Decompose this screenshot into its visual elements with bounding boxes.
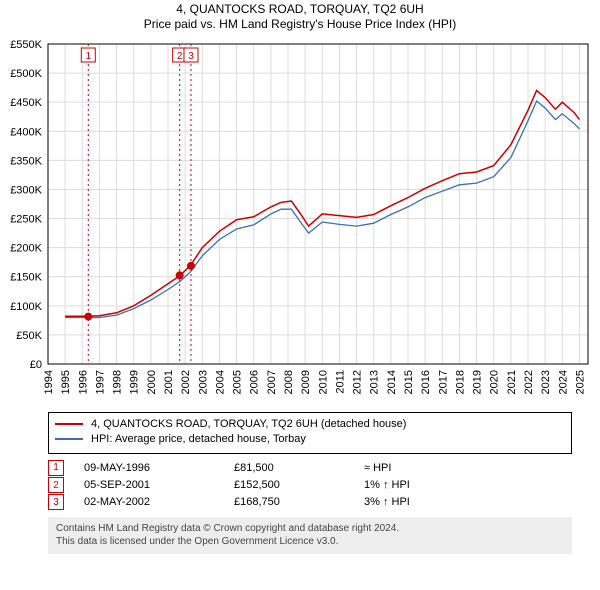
- svg-text:2018: 2018: [454, 370, 466, 394]
- price-chart: £0 £50K £100K £150K £200K £250K £300K £350K £400…: [0, 36, 600, 406]
- legend: 4, QUANTOCKS ROAD, TORQUAY, TQ2 6UH (det…: [48, 412, 572, 454]
- sale-delta: ≈ HPI: [364, 460, 391, 477]
- svg-text:2: 2: [177, 51, 183, 62]
- svg-text:2024: 2024: [557, 370, 569, 394]
- chart-svg: £0 £50K £100K £150K £200K £250K £300K £350K £400…: [0, 36, 600, 406]
- svg-text:2016: 2016: [420, 370, 432, 394]
- sale-price: £81,500: [234, 460, 364, 477]
- svg-text:£200K: £200K: [10, 243, 42, 255]
- svg-text:2010: 2010: [317, 370, 329, 394]
- svg-text:2005: 2005: [232, 370, 244, 394]
- svg-text:2025: 2025: [574, 370, 586, 394]
- sale-number-box: 1: [48, 460, 64, 476]
- svg-text:2015: 2015: [403, 370, 415, 394]
- svg-text:2011: 2011: [334, 370, 346, 394]
- svg-text:1995: 1995: [60, 370, 72, 394]
- svg-text:£0: £0: [30, 359, 42, 371]
- svg-text:2008: 2008: [283, 370, 295, 394]
- svg-text:£450K: £450K: [10, 97, 42, 109]
- svg-text:2004: 2004: [214, 370, 226, 394]
- svg-text:2013: 2013: [369, 370, 381, 394]
- svg-text:1998: 1998: [112, 370, 124, 394]
- sale-date: 05-SEP-2001: [84, 477, 234, 494]
- sale-rows: 1 09-MAY-1996£81,500≈ HPI 2 05-SEP-2001£152…: [48, 460, 572, 511]
- legend-swatch: [55, 423, 83, 425]
- title-line-2: Price paid vs. HM Land Registry's House …: [0, 17, 600, 32]
- licence-line-2: This data is licensed under the Open Gov…: [56, 535, 564, 548]
- svg-text:2000: 2000: [146, 370, 158, 394]
- svg-text:£400K: £400K: [10, 126, 42, 138]
- svg-text:1999: 1999: [129, 370, 141, 394]
- svg-text:2009: 2009: [300, 370, 312, 394]
- chart-titles: 4, QUANTOCKS ROAD, TORQUAY, TQ2 6UH Pric…: [0, 2, 600, 32]
- svg-text:2021: 2021: [506, 370, 518, 394]
- svg-text:1994: 1994: [43, 370, 55, 394]
- svg-text:1: 1: [86, 51, 92, 62]
- svg-text:2017: 2017: [437, 370, 449, 394]
- svg-text:2001: 2001: [163, 370, 175, 394]
- legend-row: HPI: Average price, detached house, Torb…: [55, 432, 565, 447]
- licence-box: Contains HM Land Registry data © Crown c…: [48, 517, 572, 554]
- sale-row: 2 05-SEP-2001£152,5001% ↑ HPI: [48, 477, 572, 494]
- sale-number-box: 3: [48, 494, 64, 510]
- svg-text:£500K: £500K: [10, 68, 42, 80]
- legend-swatch: [55, 438, 83, 440]
- sale-date: 02-MAY-2002: [84, 494, 234, 511]
- sale-price: £152,500: [234, 477, 364, 494]
- sale-row: 3 02-MAY-2002£168,7503% ↑ HPI: [48, 494, 572, 511]
- svg-text:3: 3: [188, 51, 194, 62]
- svg-text:£150K: £150K: [10, 272, 42, 284]
- svg-text:1996: 1996: [77, 370, 89, 394]
- sale-row: 1 09-MAY-1996£81,500≈ HPI: [48, 460, 572, 477]
- svg-text:£50K: £50K: [16, 330, 42, 342]
- sale-number-box: 2: [48, 477, 64, 493]
- svg-text:2020: 2020: [489, 370, 501, 394]
- svg-text:£250K: £250K: [10, 214, 42, 226]
- svg-text:2003: 2003: [197, 370, 209, 394]
- svg-text:£350K: £350K: [10, 155, 42, 167]
- title-line-1: 4, QUANTOCKS ROAD, TORQUAY, TQ2 6UH: [0, 2, 600, 17]
- svg-text:£100K: £100K: [10, 301, 42, 313]
- svg-text:2023: 2023: [540, 370, 552, 394]
- legend-row: 4, QUANTOCKS ROAD, TORQUAY, TQ2 6UH (det…: [55, 417, 565, 432]
- svg-text:2019: 2019: [472, 370, 484, 394]
- svg-text:2014: 2014: [386, 370, 398, 394]
- svg-text:£550K: £550K: [10, 39, 42, 51]
- legend-label: HPI: Average price, detached house, Torb…: [91, 432, 306, 447]
- sale-delta: 1% ↑ HPI: [364, 477, 410, 494]
- sale-price: £168,750: [234, 494, 364, 511]
- svg-text:2002: 2002: [180, 370, 192, 394]
- licence-line-1: Contains HM Land Registry data © Crown c…: [56, 522, 564, 535]
- sale-date: 09-MAY-1996: [84, 460, 234, 477]
- svg-text:2022: 2022: [523, 370, 535, 394]
- svg-text:£300K: £300K: [10, 184, 42, 196]
- sale-delta: 3% ↑ HPI: [364, 494, 410, 511]
- legend-label: 4, QUANTOCKS ROAD, TORQUAY, TQ2 6UH (det…: [91, 417, 406, 432]
- svg-text:1997: 1997: [94, 370, 106, 394]
- svg-text:2012: 2012: [352, 370, 364, 394]
- svg-text:2007: 2007: [266, 370, 278, 394]
- svg-text:2006: 2006: [249, 370, 261, 394]
